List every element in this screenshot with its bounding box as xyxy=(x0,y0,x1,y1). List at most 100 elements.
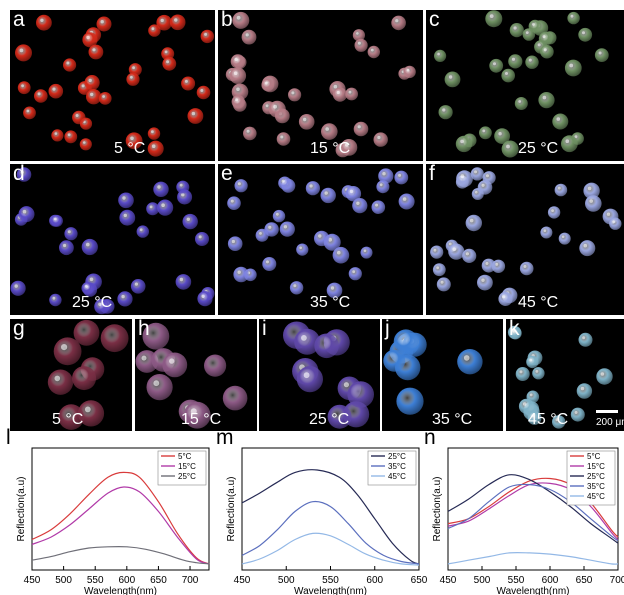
x-tick-label: 450 xyxy=(234,575,251,586)
microsphere xyxy=(118,192,134,209)
microsphere xyxy=(227,236,243,251)
microsphere xyxy=(394,170,409,185)
microsphere xyxy=(142,322,170,350)
microsphere xyxy=(86,89,102,105)
microsphere-highlight xyxy=(557,186,561,190)
microsphere xyxy=(187,108,204,124)
microsphere-highlight xyxy=(54,132,58,135)
microsphere xyxy=(576,383,593,399)
microsphere-highlight xyxy=(134,282,138,286)
panel-label-k: k xyxy=(509,319,520,340)
chart-m-svg: 450 500 550 600 650 Wavelength(nm) Reflection(… xyxy=(226,447,428,595)
microsphere-highlight xyxy=(246,129,250,133)
microsphere-highlight xyxy=(21,84,24,88)
microsphere-highlight xyxy=(606,212,611,216)
microsphere-highlight xyxy=(81,84,85,88)
microsphere xyxy=(340,139,358,156)
microsphere xyxy=(564,59,582,77)
microsphere-highlight xyxy=(318,234,322,238)
microsphere-highlight xyxy=(437,52,440,56)
microsphere xyxy=(162,56,177,71)
microsphere-highlight xyxy=(474,170,478,174)
x-tick-label: 450 xyxy=(24,575,41,586)
microsphere-highlight xyxy=(532,23,535,26)
microsphere-highlight xyxy=(485,262,489,265)
microsphere-highlight xyxy=(513,26,517,30)
microsphere-highlight xyxy=(303,372,310,379)
microsphere-highlight xyxy=(337,250,341,255)
microsphere-highlight xyxy=(528,58,532,62)
microsphere xyxy=(49,293,62,307)
microsphere xyxy=(58,404,84,430)
microsphere-highlight xyxy=(174,18,178,22)
x-tick-label: 600 xyxy=(366,575,383,586)
microsphere-highlight xyxy=(75,114,79,117)
microsphere-highlight xyxy=(149,205,153,209)
microsphere-highlight xyxy=(570,14,574,18)
microsphere-highlight xyxy=(237,270,241,274)
microsphere-field-a xyxy=(15,14,214,157)
microsphere xyxy=(72,110,86,125)
microsphere-highlight xyxy=(519,370,523,374)
microsphere xyxy=(241,29,257,45)
legend-entry: 15°C xyxy=(587,462,605,471)
microsphere xyxy=(296,366,323,393)
microsphere xyxy=(50,214,63,227)
microsphere xyxy=(465,214,482,232)
microsphere-highlight xyxy=(201,294,205,298)
microsphere xyxy=(117,291,133,307)
microsphere xyxy=(352,198,368,214)
x-tick-label: 450 xyxy=(440,575,457,586)
microsphere-highlight xyxy=(543,229,547,232)
series-line xyxy=(447,551,619,565)
photo-panel-k: k 45 °C 200 μm xyxy=(506,319,624,431)
microsphere-highlight xyxy=(336,90,340,95)
microsphere-highlight xyxy=(543,48,547,52)
microsphere xyxy=(96,16,112,32)
panel-label-e: e xyxy=(221,164,233,185)
microsphere xyxy=(222,385,248,411)
microsphere-highlight xyxy=(589,199,593,203)
microsphere xyxy=(272,209,286,223)
microsphere xyxy=(554,183,568,197)
chart-n-svg: 450 500 550 600 650 700 Wavelength(nm) Reflecti… xyxy=(432,447,624,595)
panel-label-c: c xyxy=(429,10,440,31)
microsphere xyxy=(125,132,143,150)
microsphere-highlight xyxy=(542,95,547,100)
microsphere-highlight xyxy=(190,408,197,415)
y-axis-label: Reflection(a.u) xyxy=(432,476,443,541)
microsphere-highlight xyxy=(531,414,535,418)
microsphere-highlight xyxy=(161,203,165,207)
microsphere xyxy=(227,196,241,210)
microsphere xyxy=(501,68,515,83)
microsphere xyxy=(320,187,336,204)
microsphere-highlight xyxy=(303,117,307,122)
microsphere xyxy=(398,193,415,210)
microsphere-highlight xyxy=(276,212,279,216)
microsphere xyxy=(403,65,416,79)
microsphere xyxy=(561,135,578,153)
microsphere xyxy=(609,217,622,230)
microsphere-highlight xyxy=(37,92,41,96)
microsphere-highlight xyxy=(151,130,154,134)
photo-panel-g: g 5 °C xyxy=(10,319,132,431)
chart-n: 450 500 550 600 650 700 Wavelength(nm) Reflecti… xyxy=(416,426,624,595)
microsphere-highlight xyxy=(233,71,238,75)
microsphere-highlight xyxy=(377,135,381,140)
microsphere-field-b xyxy=(225,11,416,158)
x-axis-label: Wavelength(nm) xyxy=(294,586,367,595)
microsphere-highlight xyxy=(463,355,470,361)
x-axis-label: Wavelength(nm) xyxy=(497,586,570,595)
microsphere xyxy=(352,29,365,42)
microsphere xyxy=(182,213,198,230)
microsphere xyxy=(457,349,483,375)
microsphere xyxy=(489,58,504,73)
microsphere-highlight xyxy=(19,48,24,53)
temperature-label-g: 5 °C xyxy=(52,411,84,428)
microsphere xyxy=(579,240,596,257)
microsphere xyxy=(176,180,190,194)
microsphere-highlight xyxy=(555,418,559,422)
microsphere-highlight xyxy=(66,61,70,65)
temperature-label-e: 35 °C xyxy=(310,294,351,311)
microsphere-highlight xyxy=(237,182,241,186)
